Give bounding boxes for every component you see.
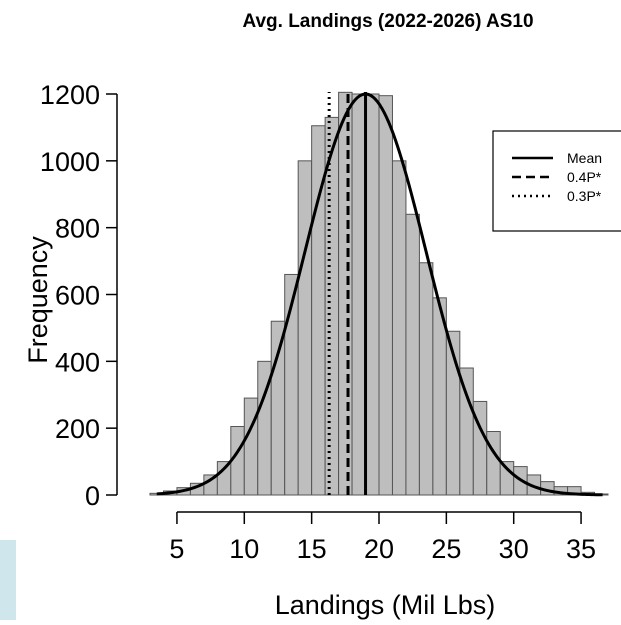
histogram-bar (243, 397, 259, 496)
histogram-bar (338, 91, 353, 496)
y-tick-label: 1200 (40, 80, 100, 110)
normal-curve-layer (156, 92, 603, 497)
x-axis: 5 10 15 20 25 30 35 (169, 511, 596, 564)
histogram-bar (378, 95, 393, 496)
x-tick-label: 5 (169, 534, 184, 564)
legend-label: 0.4P* (567, 169, 602, 185)
y-tick-label: 400 (55, 347, 100, 377)
histogram-bar (486, 431, 501, 496)
y-tick-label: 200 (55, 414, 100, 444)
y-axis-label: Frequency (23, 236, 53, 364)
y-axis: 0 200 400 600 800 1000 1200 (40, 80, 118, 511)
legend: Mean 0.4P* 0.3P* (492, 130, 621, 232)
histogram-bar (297, 160, 313, 496)
y-tick-label: 800 (55, 214, 100, 244)
x-tick-label: 35 (566, 534, 596, 564)
y-tick-label: 1000 (40, 147, 100, 177)
histogram-bar (418, 262, 434, 496)
histogram-bar (391, 160, 407, 496)
x-tick-label: 20 (364, 534, 394, 564)
histogram-bars (149, 91, 609, 496)
histogram-bar (365, 93, 380, 496)
reference-lines (327, 92, 368, 495)
histogram-bar (351, 93, 367, 496)
histogram-bar (270, 320, 286, 496)
legend-label: 0.3P* (567, 188, 602, 204)
histogram-bar (405, 213, 420, 496)
normal-curve (156, 92, 603, 497)
x-tick-label: 25 (431, 534, 461, 564)
x-tick-label: 10 (229, 534, 259, 564)
corner-decoration (0, 540, 16, 620)
y-tick-label: 0 (85, 481, 100, 511)
x-axis-label: Landings (Mil Lbs) (275, 590, 496, 620)
y-tick-label: 600 (55, 281, 100, 311)
x-tick-label: 30 (499, 534, 529, 564)
x-tick-label: 15 (297, 534, 327, 564)
legend-label: Mean (567, 150, 602, 166)
legend-box (492, 130, 621, 232)
histogram-bar (459, 367, 474, 496)
chart-title: Avg. Landings (2022-2026) AS10 (242, 11, 533, 32)
histogram-bar (324, 116, 340, 496)
